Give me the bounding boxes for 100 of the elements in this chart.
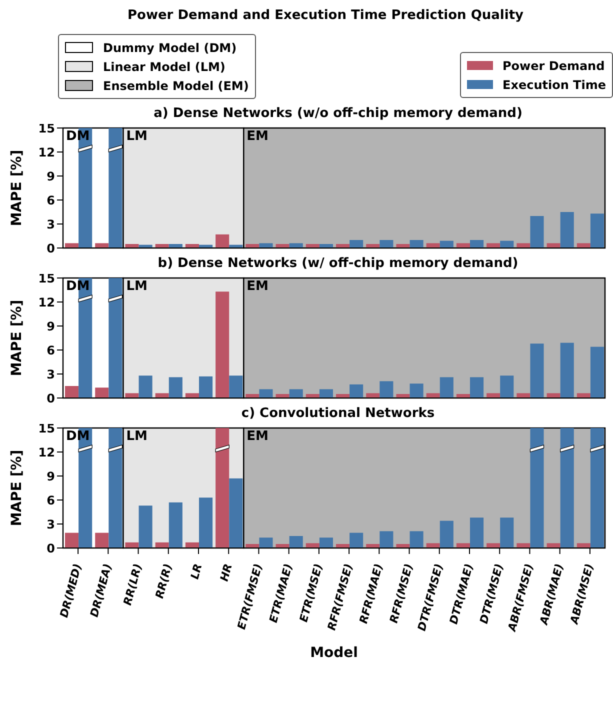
- bar: [289, 243, 303, 248]
- bar: [530, 344, 544, 398]
- y-tick-label: 15: [38, 121, 55, 136]
- bar: [486, 243, 500, 248]
- bar: [500, 376, 514, 398]
- band-label: EM: [246, 429, 268, 444]
- bar: [350, 240, 364, 248]
- bar: [440, 520, 454, 548]
- bar: [65, 386, 79, 398]
- band-label: LM: [126, 429, 148, 444]
- bar: [138, 376, 152, 398]
- bar: [396, 394, 410, 398]
- bar: [470, 240, 484, 248]
- bar: [138, 506, 152, 548]
- bar: [229, 478, 243, 548]
- y-tick-label: 12: [38, 145, 55, 160]
- bar: [516, 243, 530, 248]
- bar: [289, 389, 303, 398]
- bar: [426, 243, 440, 248]
- bar: [216, 234, 230, 248]
- y-tick-label: 9: [46, 169, 55, 184]
- bar: [319, 538, 333, 548]
- y-tick-label: 15: [38, 421, 55, 436]
- bar: [530, 216, 544, 248]
- bar: [95, 532, 109, 548]
- chart-subtitle: b) Dense Networks (w/ off-chip memory demand): [158, 256, 518, 271]
- model-group-legend: Dummy Model (DM) Linear Model (LM) Ensemble Model (EM): [58, 34, 256, 99]
- band-label: LM: [126, 279, 148, 294]
- bar: [95, 388, 109, 398]
- x-tick-label: RR(LR): [121, 562, 145, 607]
- bar: [185, 393, 199, 398]
- bar: [410, 240, 424, 248]
- bar: [530, 428, 544, 548]
- bar: [125, 542, 139, 548]
- bar: [560, 212, 574, 248]
- bar: [380, 531, 394, 548]
- bar: [95, 243, 109, 248]
- x-axis-title: Model: [310, 645, 358, 661]
- bar: [350, 532, 364, 548]
- bar: [396, 544, 410, 548]
- bar: [108, 428, 122, 548]
- bar: [516, 393, 530, 398]
- bar: [410, 384, 424, 398]
- bar: [486, 543, 500, 548]
- bar: [546, 393, 560, 398]
- legend-label: Execution Time: [502, 78, 606, 92]
- bar: [456, 543, 470, 548]
- bar: [125, 244, 139, 248]
- band-label: EM: [246, 129, 268, 144]
- y-tick-label: 0: [46, 241, 55, 256]
- y-tick-label: 3: [46, 217, 55, 232]
- bar: [289, 536, 303, 548]
- bar: [456, 243, 470, 248]
- bar: [560, 342, 574, 398]
- bar: [216, 292, 230, 398]
- y-tick-label: 15: [38, 271, 55, 286]
- bar: [516, 543, 530, 548]
- bar: [590, 214, 604, 248]
- bar: [108, 128, 122, 248]
- bar: [259, 538, 273, 548]
- y-tick-label: 6: [46, 343, 55, 358]
- y-tick-label: 3: [46, 517, 55, 532]
- bar: [65, 243, 79, 248]
- bar: [350, 384, 364, 398]
- bar: [426, 393, 440, 398]
- bar: [198, 498, 213, 548]
- chart-subtitle: a) Dense Networks (w/o off-chip memory demand): [154, 106, 522, 121]
- bar: [366, 393, 380, 398]
- bar: [546, 243, 560, 248]
- x-tick-label: HR: [218, 562, 235, 583]
- x-tick-label: LR: [188, 562, 205, 581]
- bar: [410, 531, 424, 548]
- bar: [216, 428, 230, 548]
- bar: [500, 240, 514, 248]
- bar: [168, 502, 182, 548]
- bar: [470, 377, 484, 398]
- y-tick-label: 3: [46, 367, 55, 382]
- bar: [108, 278, 122, 398]
- y-tick-label: 0: [46, 541, 55, 556]
- bar: [319, 389, 333, 398]
- y-tick-label: 12: [38, 445, 55, 460]
- bar: [486, 393, 500, 398]
- y-axis-title: MAPE [%]: [8, 300, 25, 376]
- bar: [576, 393, 590, 398]
- y-tick-label: 9: [46, 319, 55, 334]
- y-tick-label: 12: [38, 295, 55, 310]
- chart-title: Power Demand and Execution Time Prediction Quality: [126, 8, 525, 25]
- chart-subtitle: c) Convolutional Networks: [241, 406, 435, 421]
- y-tick-label: 9: [46, 469, 55, 484]
- bar: [590, 346, 604, 398]
- bar: [470, 518, 484, 548]
- band-label: LM: [126, 129, 148, 144]
- y-axis-title: MAPE [%]: [8, 150, 25, 226]
- bar: [440, 240, 454, 248]
- bar: [259, 389, 273, 398]
- bar: [155, 393, 169, 398]
- bar: [229, 376, 243, 398]
- y-tick-label: 6: [46, 193, 55, 208]
- bar: [440, 377, 454, 398]
- bar: [590, 428, 604, 548]
